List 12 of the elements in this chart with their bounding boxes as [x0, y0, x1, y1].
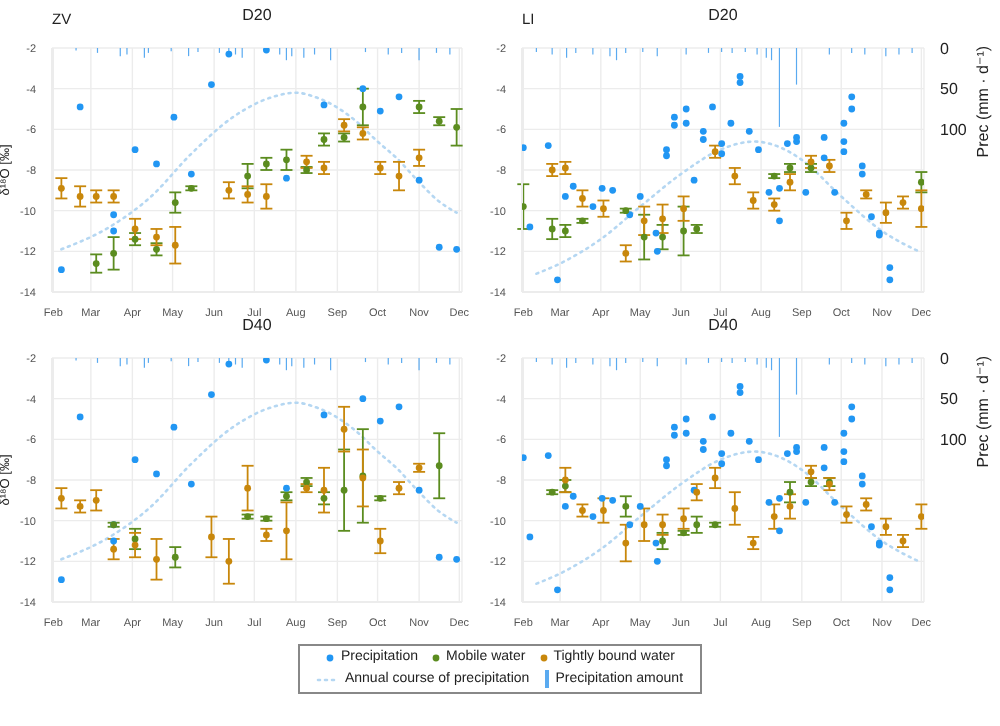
y2-tick-label: 0	[940, 349, 950, 368]
chart-title: D20	[708, 6, 738, 24]
chart-title: D40	[706, 316, 740, 334]
y2-tick-label: 100	[940, 121, 968, 140]
y2-tick-label: 0	[940, 39, 950, 58]
chart-title: D40	[240, 316, 274, 334]
y2-tick-label: 50	[940, 390, 959, 409]
chart-title: D20	[242, 6, 272, 24]
y2-axis-title: Prec (mm · d⁻¹)	[974, 45, 992, 158]
y2-tick-label: 100	[940, 431, 968, 450]
y2-axis-title: Prec (mm · d⁻¹)	[974, 355, 992, 468]
y2-tick-label: 50	[940, 80, 959, 99]
